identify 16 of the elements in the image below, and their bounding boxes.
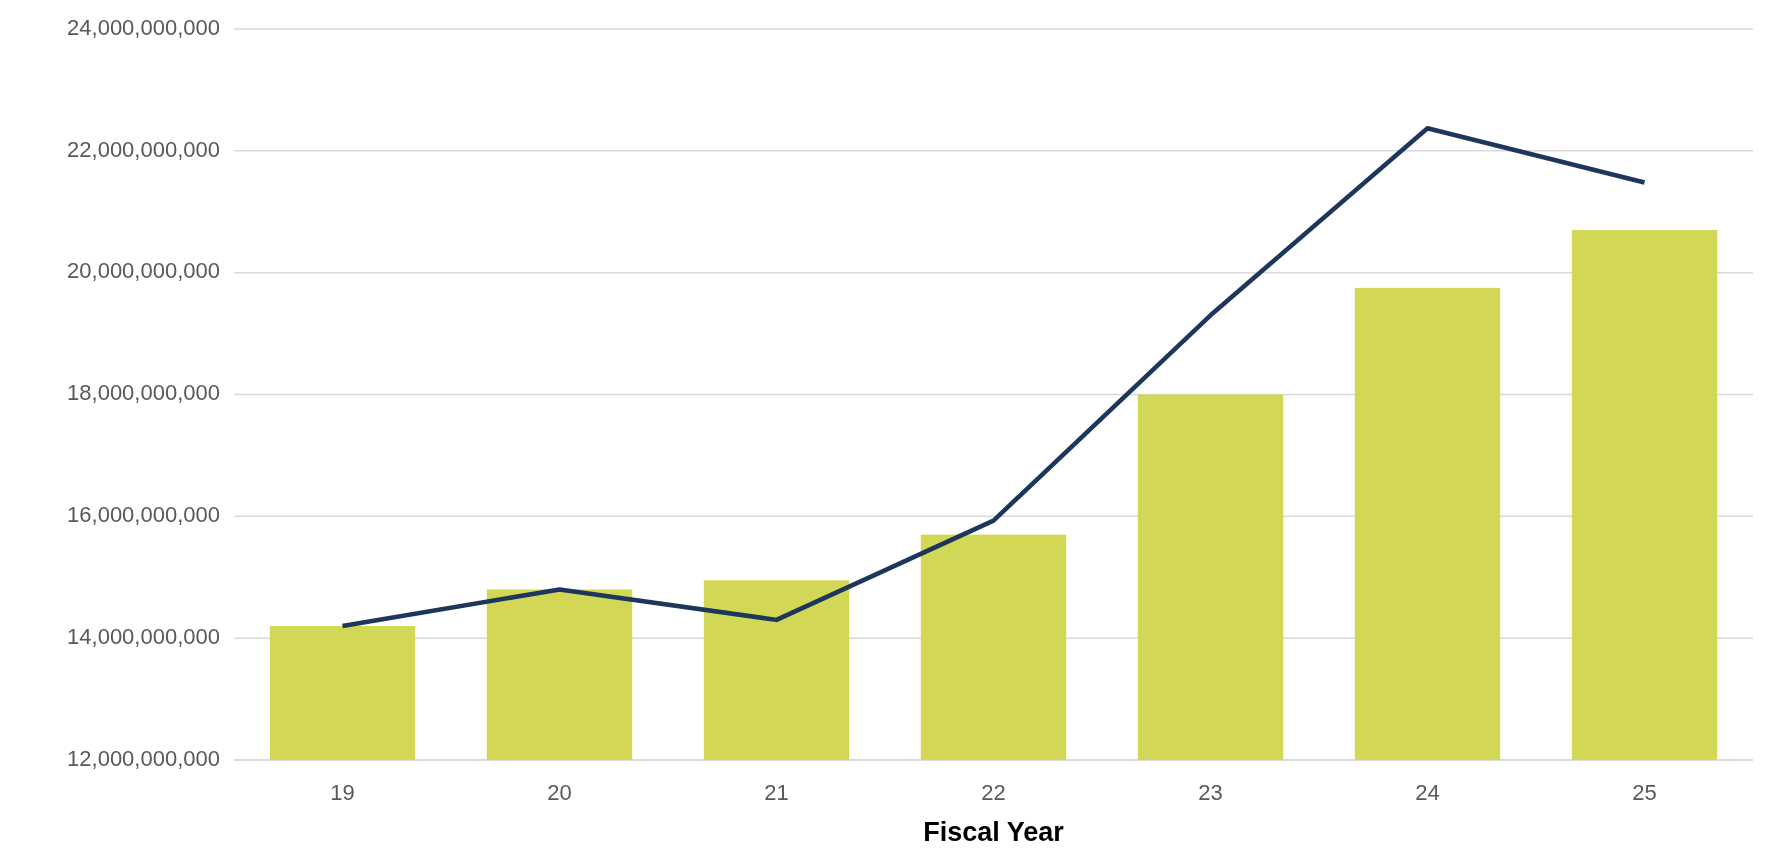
y-tick-label: 20,000,000,000 [67, 258, 220, 284]
y-tick-label: 24,000,000,000 [67, 14, 220, 40]
x-tick-label: 20 [547, 780, 572, 805]
y-tick-label: 22,000,000,000 [67, 136, 220, 162]
x-tick-label: 24 [1415, 780, 1440, 805]
x-tick-label: 23 [1198, 780, 1223, 805]
y-tick-label: 12,000,000,000 [67, 745, 220, 771]
x-tick-label: 19 [330, 780, 355, 805]
line-series [340, 126, 1647, 629]
y-tick-label: 16,000,000,000 [67, 502, 220, 528]
x-axis-title: Fiscal Year [923, 817, 1065, 847]
x-tick-label: 25 [1632, 780, 1657, 805]
x-tick-label: 21 [764, 780, 789, 805]
x-tick-label: 22 [981, 780, 1006, 805]
y-tick-label: 18,000,000,000 [67, 380, 220, 406]
y-tick-label: 14,000,000,000 [67, 623, 220, 649]
